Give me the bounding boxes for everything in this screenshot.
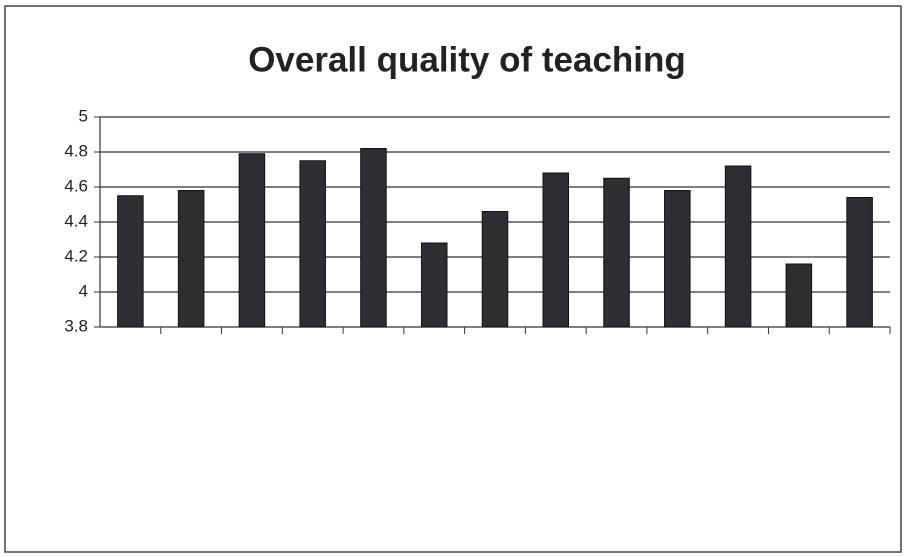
y-tick-label: 5 xyxy=(79,106,88,125)
bar xyxy=(542,172,570,328)
y-tick-label: 4.6 xyxy=(64,176,88,195)
y-tick-label: 3.8 xyxy=(64,316,88,335)
bar xyxy=(603,177,630,328)
bar xyxy=(299,160,326,328)
chart-title: Overall quality of teaching xyxy=(248,40,686,79)
y-tick-label: 4.4 xyxy=(64,211,88,230)
bar xyxy=(117,195,144,328)
bar xyxy=(481,211,509,328)
bar xyxy=(724,165,752,328)
chart-border xyxy=(4,5,902,553)
y-tick-label: 4.2 xyxy=(64,246,88,265)
y-tick-label: 4 xyxy=(79,281,88,300)
y-tick-label: 4.8 xyxy=(64,141,88,160)
bar xyxy=(420,242,448,328)
bar xyxy=(664,190,691,328)
bar xyxy=(846,197,873,328)
bar xyxy=(238,153,266,328)
bar xyxy=(785,263,813,328)
bar xyxy=(360,148,387,328)
bar xyxy=(177,190,205,328)
